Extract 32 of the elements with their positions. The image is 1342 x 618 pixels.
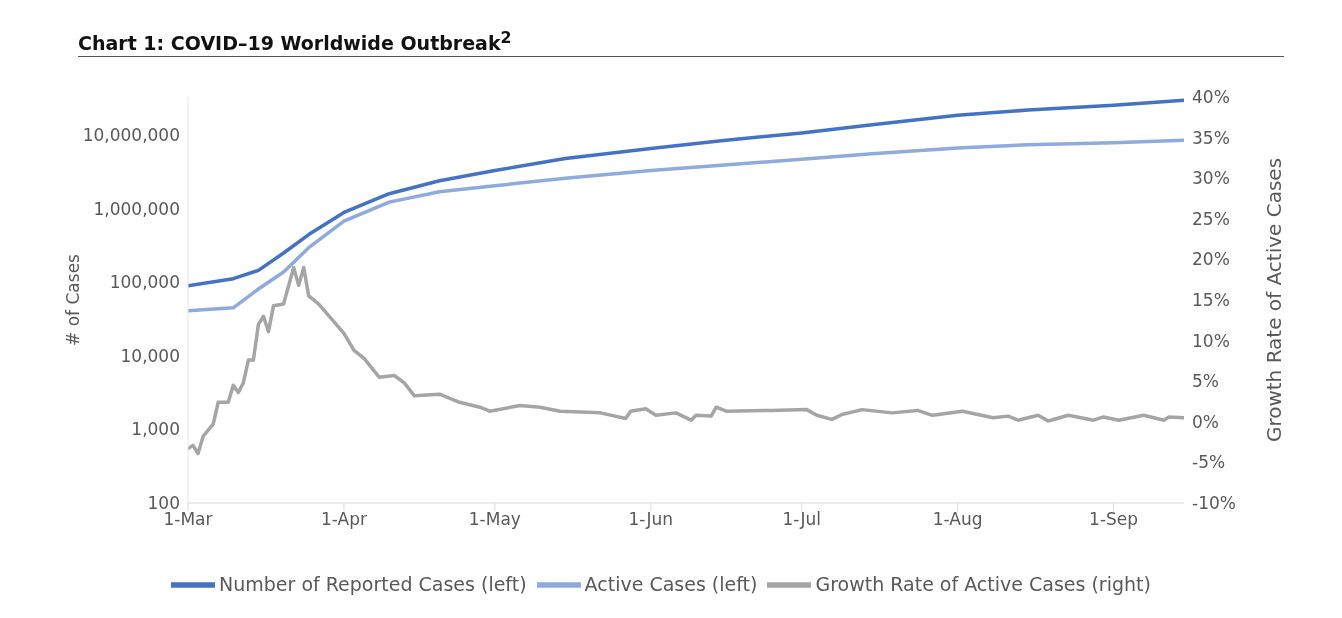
y2-tick-label: 10% xyxy=(1192,330,1230,351)
x-tick-label: 1-Mar xyxy=(163,509,213,530)
line-series xyxy=(188,266,1184,456)
y-tick-label: 10,000 xyxy=(120,346,180,367)
y-tick-label: 10,000,000 xyxy=(82,125,180,146)
legend-label: Growth Rate of Active Cases (right) xyxy=(815,572,1151,595)
legend-label: Active Cases (left) xyxy=(584,572,758,595)
y-tick-label: 1,000 xyxy=(131,419,180,440)
y2-tick-label: 5% xyxy=(1192,371,1219,392)
y2-tick-label: 40% xyxy=(1192,87,1230,108)
x-tick-label: 1-Sep xyxy=(1089,509,1139,530)
y2-tick-label: 15% xyxy=(1192,290,1230,311)
x-tick-label: 1-Aug xyxy=(932,509,983,530)
line-series xyxy=(188,98,1184,288)
legend-label: Number of Reported Cases (left) xyxy=(219,572,527,595)
x-tick-label: 1-Jul xyxy=(782,509,821,530)
y2-tick-label: 30% xyxy=(1192,168,1230,189)
y2-tick-label: 20% xyxy=(1192,249,1230,270)
y2-tick-label: 35% xyxy=(1192,127,1230,148)
line-series xyxy=(188,138,1184,313)
y-axis-title: # of Cases xyxy=(63,254,84,347)
x-tick-label: 1-Jun xyxy=(628,509,674,530)
y2-tick-label: 25% xyxy=(1192,209,1230,230)
y2-tick-label: -10% xyxy=(1192,493,1236,514)
y-tick-label: 100,000 xyxy=(109,272,180,293)
x-tick-label: 1-May xyxy=(468,509,521,530)
x-tick-label: 1-Apr xyxy=(320,509,367,530)
chart-title: Chart 1: COVID–19 Worldwide Outbreak$^{2}$ xyxy=(78,8,1284,58)
y2-tick-label: -5% xyxy=(1192,452,1226,473)
y-tick-label: 1,000,000 xyxy=(93,199,180,220)
y2-tick-label: 0% xyxy=(1192,412,1219,433)
y2-axis-title: Growth Rate of Active Cases xyxy=(1262,158,1287,443)
